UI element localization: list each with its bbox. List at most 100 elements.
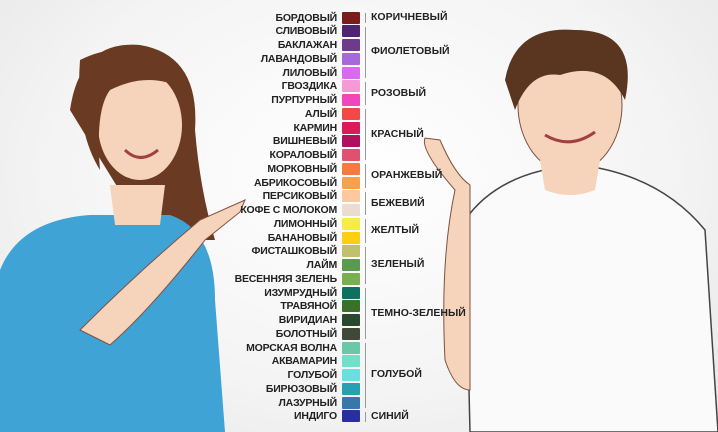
man-shirt [464,164,718,432]
color-row: МОРКОВНЫЙ [230,162,360,175]
color-group-label: КОРИЧНЕВЫЙ [371,10,448,23]
color-swatch [342,396,360,409]
color-row: СЛИВОВЫЙ [230,25,360,38]
color-row: АБРИКОСОВЫЙ [230,176,360,189]
color-row: КОФЕ С МОЛОКОМ [230,204,360,217]
group-bracket [365,411,366,422]
color-swatch [342,39,360,51]
color-name: ВИРИДИАН [278,314,337,326]
woman-neck [110,185,165,225]
color-swatch [342,149,360,161]
color-swatch [342,121,360,134]
color-name: ГОЛУБОЙ [287,369,338,381]
color-name: ПЕРСИКОВЫЙ [262,190,338,203]
color-name: БАНАНОВЫЙ [267,231,337,244]
color-row: БАКЛАЖАН [230,39,360,52]
color-group-label: ОРАНЖЕВЫЙ [371,169,443,181]
color-row: КОРАЛОВЫЙ [230,149,360,162]
color-name: АЛЫЙ [304,107,337,120]
color-swatch [342,52,360,65]
color-swatch [342,217,360,230]
color-name: ЛАЙМ [306,259,338,271]
color-swatch [342,80,360,93]
woman-face [98,70,182,180]
color-name: МОРКОВНЫЙ [267,162,337,175]
color-row: ВЕСЕННЯЯ ЗЕЛЕНЬ [230,272,360,285]
color-row: ЛИМОННЫЙ [230,217,360,230]
woman-pointing-arm [79,199,246,346]
color-group-label: ЖЕЛТЫЙ [371,224,420,236]
color-swatch [342,162,360,175]
color-swatch [342,25,360,38]
color-name: ПУРПУРНЫЙ [271,94,337,106]
color-swatch [342,94,360,106]
color-name: БАКЛАЖАН [277,39,337,51]
man-pointing-arm [423,137,471,391]
color-row: ИНДИГО [230,410,360,423]
color-name: ВИШНЕВЫЙ [272,135,337,148]
color-group-label: РОЗОВЫЙ [371,86,427,99]
color-swatch [342,135,360,148]
group-bracket [365,13,366,23]
color-row: АКВАМАРИН [230,355,360,368]
color-row: ЛАВАНДОВЫЙ [230,52,360,65]
color-swatch [342,190,360,203]
color-row: БОЛОТНЫЙ [230,327,360,340]
color-swatch [342,382,360,395]
color-swatch [342,176,360,189]
color-swatch [342,314,360,326]
color-swatch [342,107,360,120]
color-row: ВИРИДИАН [230,314,360,327]
color-row: БИРЮЗОВЫЙ [230,382,360,395]
color-swatch [342,231,360,244]
group-bracket [365,288,366,339]
color-swatch [342,327,360,340]
color-group-label: БЕЖЕВИЙ [371,196,425,209]
color-row: ВИШНЕВЫЙ [230,135,360,148]
color-name: АБРИКОСОВЫЙ [254,176,337,189]
color-row: КАРМИН [230,121,360,134]
color-row: ФИСТАШКОВЫЙ [230,245,360,258]
color-name: СЛИВОВЫЙ [275,25,337,38]
color-row: ПЕРСИКОВЫЙ [230,190,360,203]
group-bracket [365,191,366,216]
color-swatch [342,245,360,258]
color-row: ЛАЙМ [230,259,360,272]
color-name: ЛИЛОВЫЙ [282,66,338,79]
color-row: АЛЫЙ [230,107,360,120]
color-row: БАНАНОВЫЙ [230,231,360,244]
color-name: ЛАВАНДОВЫЙ [260,52,337,65]
color-name: БОЛОТНЫЙ [275,327,337,340]
color-group-label: ФИОЛЕТОВЫЙ [371,45,450,58]
color-row: ГВОЗДИКА [230,80,360,93]
color-row: ИЗУМРУДНЫЙ [230,286,360,299]
color-row: ТРАВЯНОЙ [230,300,360,313]
color-swatch [342,11,360,24]
color-swatch [342,259,360,271]
woman-figure [0,44,246,432]
color-name: ФИСТАШКОВЫЙ [251,245,337,258]
color-name: КАРМИН [293,121,337,134]
color-row: ЛАЗУРНЫЙ [230,396,360,409]
color-name: ВЕСЕННЯЯ ЗЕЛЕНЬ [234,272,338,285]
color-group-label: ТЕМНО-ЗЕЛЕНЫЙ [371,306,466,319]
color-swatch [342,341,360,354]
color-group-label: СИНИЙ [371,409,409,422]
color-name: ИЗУМРУДНЫЙ [264,286,337,299]
color-name: МОРСКАЯ ВОЛНА [246,341,337,354]
color-swatch [342,300,360,313]
group-bracket [365,81,366,106]
color-name: КОРАЛОВЫЙ [269,149,337,161]
color-group-label: КРАСНЫЙ [371,127,424,140]
group-bracket [365,219,366,243]
color-swatch [342,66,360,79]
color-name: ТРАВЯНОЙ [280,300,337,313]
color-name: ЛИМОННЫЙ [273,217,337,230]
color-swatch [342,272,360,285]
color-swatch [342,286,360,299]
color-swatch [342,204,360,216]
group-bracket [365,26,366,78]
color-row: ПУРПУРНЫЙ [230,94,360,107]
color-name: КОФЕ С МОЛОКОМ [240,204,337,216]
